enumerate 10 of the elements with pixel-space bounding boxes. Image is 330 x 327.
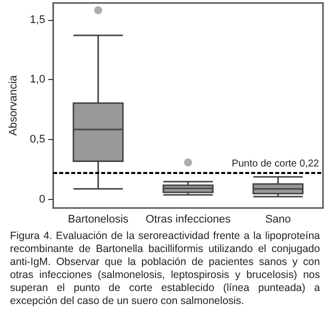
y-tick-label: 0,5 [30,134,46,146]
y-axis-title: Absorvancia [8,74,20,136]
y-tick-label: 1,5 [30,14,46,26]
x-tick-label: Bartonelosis [68,214,129,226]
y-tick-label: 1,0 [30,74,46,86]
x-tick-label: Sano [265,214,291,226]
text: Figura 4. Evaluación de la seroreactividad frente a la lipoproteína recombinante de Bartonella bacilliformis utilizando el conjugado anti-IgM. Observar que la población de pacientes sanos y con otras infecciones (salmonelosis, leptospirosis y brucelosis) nos superan el punto de corte establecido (línea punteada) a excepción del caso de un suero con salmonelosis. [10,230,320,308]
x-tick-label: Otras infecciones [146,214,232,226]
y-tick-label: 0 [39,194,46,206]
ref-line-label: Punto de corte 0,22 [232,158,320,170]
